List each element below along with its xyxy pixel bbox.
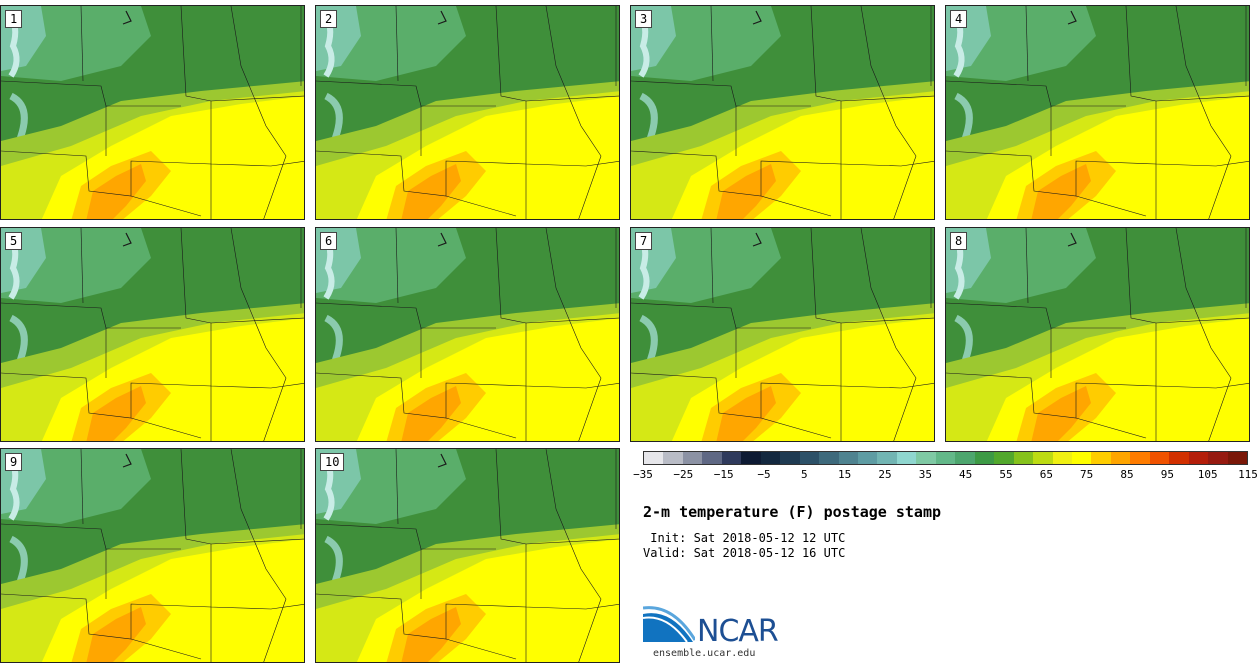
- colorbar-tick-label: 85: [1120, 468, 1134, 481]
- colorbar-swatch: [760, 452, 781, 464]
- colorbar-swatch: [799, 452, 820, 464]
- colorbar-swatch: [974, 452, 995, 464]
- colorbar-swatch: [1149, 452, 1170, 464]
- colorbar-swatch: [896, 452, 917, 464]
- temperature-map: [316, 449, 620, 663]
- temperature-map: [946, 228, 1250, 442]
- stamp-7[interactable]: 7: [630, 227, 935, 442]
- colorbar: [643, 451, 1248, 465]
- stamp-number: 3: [635, 10, 653, 28]
- temperature-map: [631, 6, 935, 220]
- colorbar-tick-label: −5: [757, 468, 771, 481]
- colorbar-tick-label: 105: [1197, 468, 1218, 481]
- stamp-number: 7: [635, 232, 653, 250]
- stamp-9[interactable]: 9: [0, 448, 305, 663]
- colorbar-swatch: [838, 452, 858, 464]
- colorbar-swatch: [1169, 452, 1189, 464]
- stamp-number: 8: [950, 232, 968, 250]
- colorbar-swatch: [1071, 452, 1092, 464]
- colorbar-tick-label: 45: [959, 468, 973, 481]
- colorbar-swatch: [935, 452, 956, 464]
- colorbar-swatch: [721, 452, 742, 464]
- colorbar-tick-label: 95: [1160, 468, 1174, 481]
- colorbar-swatch: [955, 452, 975, 464]
- colorbar-tick-label: 25: [878, 468, 892, 481]
- temperature-map: [1, 6, 305, 220]
- temperature-map: [316, 6, 620, 220]
- stamp-number: 5: [5, 232, 23, 250]
- colorbar-swatch: [857, 452, 878, 464]
- stamp-number: 9: [5, 453, 23, 471]
- colorbar-ticks: −35 −25 −15 −5 5 15 25 35 45 55 65 75 85 95 105 115: [633, 465, 1258, 481]
- colorbar-tick-label: 75: [1080, 468, 1094, 481]
- colorbar-tick-label: 115: [1238, 468, 1258, 481]
- colorbar-tick-label: 35: [918, 468, 932, 481]
- stamp-1[interactable]: 1: [0, 5, 305, 220]
- colorbar-swatch: [1227, 452, 1248, 464]
- colorbar-swatch: [1033, 452, 1053, 464]
- stamp-number: 4: [950, 10, 968, 28]
- temperature-map: [1, 228, 305, 442]
- colorbar-swatch: [1013, 452, 1034, 464]
- stamp-2[interactable]: 2: [315, 5, 620, 220]
- valid-time: Valid: Sat 2018-05-12 16 UTC: [643, 546, 846, 560]
- stamp-6[interactable]: 6: [315, 227, 620, 442]
- colorbar-legend: −35 −25 −15 −5 5 15 25 35 45 55 65 75 85 95 105 115: [633, 451, 1258, 481]
- init-time: Init: Sat 2018-05-12 12 UTC: [643, 531, 846, 545]
- colorbar-swatch: [819, 452, 839, 464]
- temperature-map: [316, 228, 620, 442]
- ncar-logo: NCAR: [642, 606, 793, 651]
- colorbar-swatch: [994, 452, 1014, 464]
- colorbar-swatch: [1052, 452, 1072, 464]
- ncar-logo-icon: [642, 606, 697, 643]
- colorbar-swatch: [663, 452, 683, 464]
- colorbar-tick-label: −15: [713, 468, 734, 481]
- colorbar-swatch: [1188, 452, 1209, 464]
- colorbar-swatch: [1110, 452, 1131, 464]
- colorbar-swatch: [780, 452, 800, 464]
- colorbar-tick-label: 15: [838, 468, 852, 481]
- colorbar-swatch: [644, 452, 664, 464]
- colorbar-swatch: [702, 452, 722, 464]
- stamp-8[interactable]: 8: [945, 227, 1250, 442]
- colorbar-tick-label: −25: [673, 468, 694, 481]
- temperature-map: [631, 228, 935, 442]
- colorbar-swatch: [741, 452, 761, 464]
- temperature-map: [946, 6, 1250, 220]
- stamp-number: 6: [320, 232, 338, 250]
- logo-text: NCAR: [697, 614, 779, 649]
- colorbar-swatch: [916, 452, 936, 464]
- stamp-4[interactable]: 4: [945, 5, 1250, 220]
- temperature-map: [1, 449, 305, 663]
- page-title: 2-m temperature (F) postage stamp: [643, 503, 942, 521]
- colorbar-tick-label: −35: [633, 468, 653, 481]
- colorbar-swatch: [682, 452, 703, 464]
- colorbar-swatch: [1208, 452, 1228, 464]
- colorbar-tick-label: 5: [801, 468, 808, 481]
- colorbar-tick-label: 65: [1039, 468, 1053, 481]
- colorbar-swatch: [1130, 452, 1150, 464]
- stamp-number: 2: [320, 10, 338, 28]
- stamp-3[interactable]: 3: [630, 5, 935, 220]
- site-url[interactable]: ensemble.ucar.edu: [653, 648, 756, 659]
- colorbar-tick-label: 55: [999, 468, 1013, 481]
- stamp-10[interactable]: 10: [315, 448, 620, 663]
- stamp-number: 10: [320, 453, 345, 471]
- forecast-times: Init: Sat 2018-05-12 12 UTC Valid: Sat 2…: [643, 531, 845, 561]
- stamp-number: 1: [5, 10, 23, 28]
- stamp-5[interactable]: 5: [0, 227, 305, 442]
- colorbar-swatch: [877, 452, 897, 464]
- colorbar-swatch: [1091, 452, 1111, 464]
